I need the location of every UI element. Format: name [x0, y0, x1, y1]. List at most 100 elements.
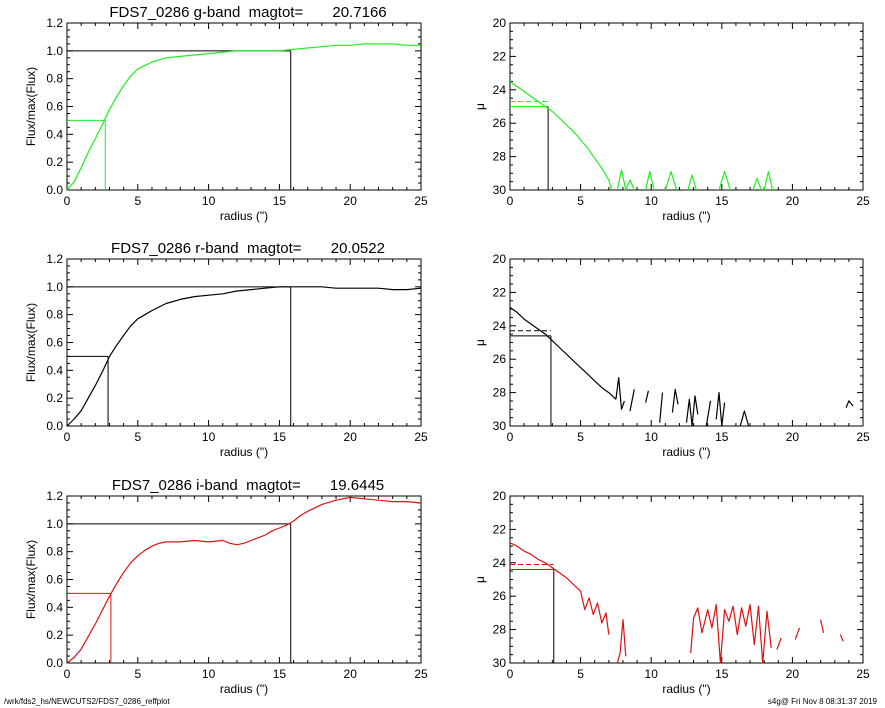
growth-curve-g-x-tick-label: 25: [414, 194, 428, 208]
growth-curve-r-series-line: [66, 286, 422, 427]
profile-g-frame: [509, 22, 864, 191]
growth-curve-r-y-tick-label: 0.6: [46, 336, 63, 350]
growth-curve-i-y-tick-label: 0.6: [46, 573, 63, 587]
profile-r-x-axis-label: radius ("): [662, 445, 710, 459]
profile-g-y-tick-label: 26: [493, 116, 507, 130]
profile-r-x-tick-label: 15: [715, 430, 729, 444]
profile-r-series-line: [845, 400, 854, 408]
growth-curve-g-y-tick-label: 0.6: [46, 100, 63, 114]
growth-curve-r-x-tick-label: 5: [134, 430, 141, 444]
profile-g-y-tick-label: 22: [493, 49, 507, 63]
growth-curve-i-y-tick-label: 0.8: [46, 545, 63, 559]
growth-curve-r-y-tick-label: 1.0: [46, 280, 63, 294]
growth-curve-i-series-line: [66, 496, 422, 664]
profile-i-series-line: [794, 627, 801, 640]
profile-i-series-line: [839, 634, 844, 642]
growth-curve-i-x-tick-label: 10: [202, 667, 216, 681]
profile-i-x-tick-label: 20: [786, 667, 800, 681]
growth-curve-g-x-tick-label: 0: [64, 194, 71, 208]
profile-r-series-line: [715, 392, 726, 427]
footer-path: /wrk/fds2_hs/NEWCUTS2/FDS7_0286_reffplot: [4, 697, 170, 706]
profile-r-series-line: [629, 389, 635, 412]
profile-r-x-tick-label: 25: [856, 430, 870, 444]
profile-r-series-line: [509, 306, 617, 400]
growth-curve-g-y-tick-label: 0.4: [46, 127, 63, 141]
profile-g-series-line: [616, 169, 635, 191]
growth-curve-r-x-tick-label: 0: [64, 430, 71, 444]
profile-i-frame: [509, 495, 864, 664]
growth-curve-i-x-tick-label: 25: [414, 667, 428, 681]
profile-g-series-line: [763, 171, 774, 191]
profile-g-series-line: [687, 174, 697, 191]
profile-r-y-tick-label: 24: [493, 319, 507, 333]
profile-g-x-tick-label: 15: [715, 194, 729, 208]
profile-g-x-tick-label: 25: [856, 194, 870, 208]
profile-r-x-tick-label: 5: [577, 430, 584, 444]
growth-curve-r-y-tick-label: 1.2: [46, 252, 63, 266]
growth-curve-g-title: FDS7_0286 g-band magtot= 20.7166: [109, 4, 386, 21]
profile-r-series-line: [645, 390, 649, 403]
growth-curve-r-title: FDS7_0286 r-band magtot= 20.0522: [111, 240, 385, 257]
growth-curve-i-y-tick-label: 0.2: [46, 628, 63, 642]
profile-i-y-tick-label: 30: [493, 656, 507, 670]
profile-r-x-tick-label: 20: [786, 430, 800, 444]
profile-i-x-tick-label: 10: [645, 667, 659, 681]
growth-curve-i-y-tick-label: 0.0: [46, 656, 63, 670]
profile-i-y-tick-label: 20: [493, 489, 507, 503]
growth-curve-i-title: FDS7_0286 i-band magtot= 19.6445: [112, 477, 384, 494]
profile-i-x-tick-label: 15: [715, 667, 729, 681]
profile-g-y-tick-label: 24: [493, 83, 507, 97]
profile-g-y-axis-label: μ: [473, 103, 487, 110]
growth-curve-g-y-tick-label: 0.8: [46, 72, 63, 86]
growth-curve-r-frame: [66, 258, 422, 427]
growth-curve-r-x-tick-label: 15: [273, 430, 287, 444]
profile-i-x-axis-label: radius ("): [662, 682, 710, 696]
profile-r-series-line: [739, 410, 750, 427]
profile-r-y-tick-label: 30: [493, 419, 507, 433]
growth-curve-r-y-tick-label: 0.8: [46, 308, 63, 322]
profile-i-y-axis-label: μ: [473, 576, 487, 583]
growth-curve-g-y-axis-label: Flux/max(Flux): [24, 67, 38, 146]
growth-curve-r-y-tick-label: 0.0: [46, 419, 63, 433]
profile-i-series-line: [820, 619, 825, 634]
profile-i-x-tick-label: 5: [577, 667, 584, 681]
profile-g-x-tick-label: 5: [577, 194, 584, 208]
growth-curve-r-x-tick-label: 10: [202, 430, 216, 444]
profile-i-y-tick-label: 22: [493, 522, 507, 536]
growth-curve-r-x-axis-label: radius ("): [220, 445, 268, 459]
growth-curve-g-y-tick-label: 1.0: [46, 44, 63, 58]
profile-r-series-line: [685, 395, 699, 427]
growth-curve-r-y-tick-label: 0.4: [46, 363, 63, 377]
profile-r-series-line: [671, 388, 679, 413]
growth-curve-i-x-tick-label: 15: [273, 667, 287, 681]
growth-curve-i-x-tick-label: 0: [64, 667, 71, 681]
growth-curve-i-y-tick-label: 0.4: [46, 600, 63, 614]
profile-g-x-axis-label: radius ("): [662, 209, 710, 223]
profile-g-x-tick-label: 0: [507, 194, 514, 208]
profile-i-x-tick-label: 0: [507, 667, 514, 681]
profile-i-series-line: [690, 603, 772, 664]
growth-curve-g-y-tick-label: 0.2: [46, 155, 63, 169]
footer-timestamp: s4g@ Fri Nov 8 08:31:37 2019: [767, 697, 877, 706]
growth-curve-g-x-tick-label: 20: [344, 194, 358, 208]
growth-curve-i-y-axis-label: Flux/max(Flux): [24, 540, 38, 619]
growth-curve-g-x-tick-label: 10: [202, 194, 216, 208]
profile-r-y-axis-label: μ: [473, 339, 487, 346]
growth-curve-g-x-axis-label: radius ("): [220, 209, 268, 223]
profile-g-series-line: [752, 177, 762, 191]
profile-i-y-tick-label: 26: [493, 589, 507, 603]
profile-i-y-tick-label: 24: [493, 556, 507, 570]
growth-curve-i-y-tick-label: 1.2: [46, 489, 63, 503]
growth-curve-g-x-tick-label: 15: [273, 194, 287, 208]
profile-r-x-tick-label: 0: [507, 430, 514, 444]
profile-r-frame: [509, 258, 864, 427]
profile-i-y-tick-label: 28: [493, 623, 507, 637]
growth-curve-r-x-tick-label: 20: [344, 430, 358, 444]
profile-i-x-tick-label: 25: [856, 667, 870, 681]
growth-curve-r-y-tick-label: 0.2: [46, 391, 63, 405]
profile-g-series-line: [645, 171, 655, 191]
growth-curve-g-series-line: [66, 43, 421, 191]
profile-g-y-tick-label: 28: [493, 150, 507, 164]
profile-i-series-line: [616, 618, 627, 664]
